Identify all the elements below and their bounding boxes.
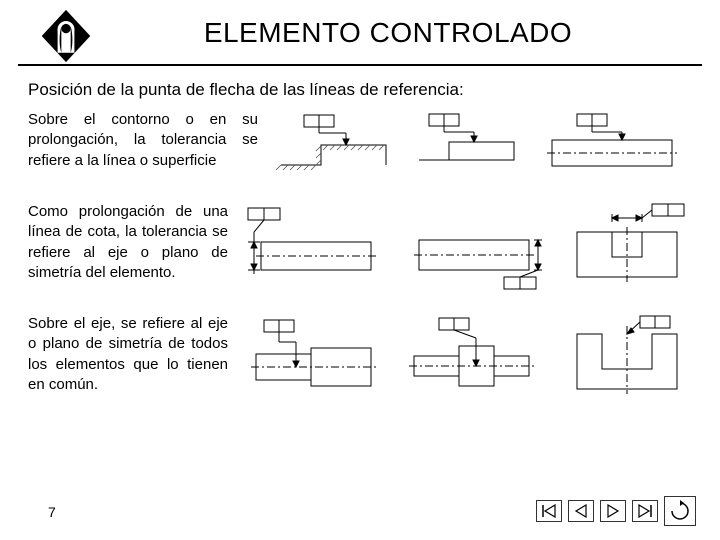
fig-2a	[246, 202, 386, 292]
fig-3c	[562, 314, 692, 399]
desc-dimension: Como prolongación de una línea de cota, …	[28, 202, 228, 283]
fig-2b	[404, 202, 544, 292]
desc-contour: Sobre el contorno o en su prolongación, …	[28, 110, 258, 171]
figset-2	[246, 202, 692, 292]
nav-last-button[interactable]	[632, 500, 658, 522]
fig-2c	[562, 202, 692, 292]
figset-3	[246, 314, 692, 399]
subtitle: Posición de la punta de flecha de las lí…	[28, 80, 692, 100]
header: ELEMENTO CONTROLADO	[18, 0, 702, 66]
fig-3a	[246, 314, 386, 399]
page-number: 7	[48, 504, 56, 520]
skip-forward-icon	[637, 504, 653, 518]
nav-bar	[536, 496, 696, 526]
desc-axis: Sobre el eje, se refiere al eje o plano …	[28, 314, 228, 395]
content-rows: Sobre el contorno o en su prolongación, …	[0, 110, 720, 399]
next-icon	[606, 504, 620, 518]
fig-1b	[414, 110, 524, 180]
skip-back-icon	[541, 504, 557, 518]
row-contour: Sobre el contorno o en su prolongación, …	[28, 110, 692, 180]
row-dimension: Como prolongación de una línea de cota, …	[28, 202, 692, 292]
loop-icon	[669, 500, 691, 522]
logo-icon	[38, 8, 94, 64]
page-title: ELEMENTO CONTROLADO	[94, 17, 682, 55]
nav-next-button[interactable]	[600, 500, 626, 522]
nav-prev-button[interactable]	[568, 500, 594, 522]
nav-first-button[interactable]	[536, 500, 562, 522]
fig-1c	[542, 110, 692, 180]
fig-1a	[276, 110, 396, 180]
nav-loop-button[interactable]	[664, 496, 696, 526]
prev-icon	[574, 504, 588, 518]
fig-3b	[404, 314, 544, 399]
figset-1	[276, 110, 692, 180]
row-axis: Sobre el eje, se refiere al eje o plano …	[28, 314, 692, 399]
